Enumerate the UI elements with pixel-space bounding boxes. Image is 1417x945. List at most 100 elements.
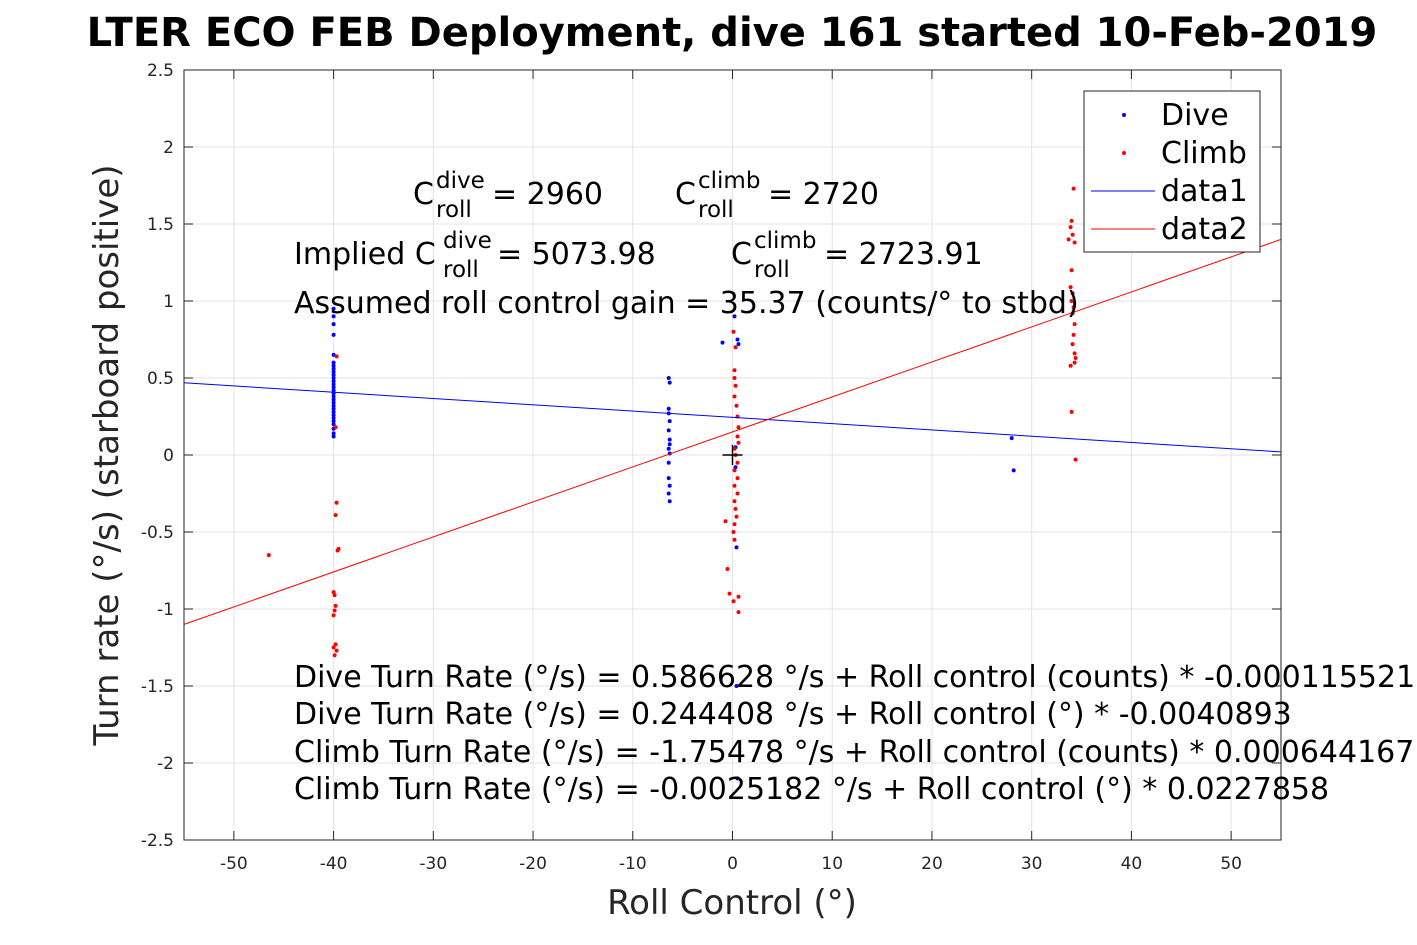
point-dive <box>331 376 336 380</box>
x-tick-label: -20 <box>519 854 547 874</box>
point-climb <box>334 354 339 359</box>
legend-dive-label: Dive <box>1161 98 1229 133</box>
point-climb <box>731 599 736 604</box>
legend: Dive Climb data1 data2 <box>1083 90 1261 253</box>
point-dive <box>331 314 336 319</box>
point-dive <box>666 476 671 481</box>
point-dive <box>734 545 739 550</box>
point-dive <box>331 397 336 402</box>
point-dive <box>331 369 336 374</box>
x-tick-label: -30 <box>419 854 447 874</box>
point-climb <box>1070 342 1075 347</box>
point-dive <box>331 394 336 399</box>
point-climb <box>1068 285 1073 290</box>
x-tick-label: 0 <box>727 854 738 874</box>
point-climb <box>331 613 336 618</box>
annotation-implied-dive: Implied C dive roll = 5073.98 <box>294 228 656 283</box>
point-dive <box>736 342 741 347</box>
annotation-implied-dive-value: = 5073.98 <box>497 237 656 272</box>
point-climb <box>1072 351 1077 356</box>
point-climb <box>733 345 738 350</box>
point-dive <box>666 460 671 465</box>
legend-box <box>1083 90 1261 253</box>
point-dive <box>331 385 336 390</box>
point-climb <box>732 446 737 451</box>
annotation-c-roll-climb: C climb roll = 2720 <box>675 168 879 223</box>
point-climb <box>1072 240 1077 245</box>
legend-data2-label: data2 <box>1161 212 1248 247</box>
point-climb <box>1068 225 1073 230</box>
annotation-implied-climb-sub: roll <box>754 257 790 283</box>
point-climb <box>332 593 337 598</box>
point-climb <box>331 645 336 650</box>
point-dive <box>1009 436 1014 441</box>
point-climb <box>335 548 340 553</box>
series-layer <box>183 186 1282 781</box>
point-dive <box>667 419 672 424</box>
y-tick-label: -0.5 <box>141 523 174 543</box>
annotation-c-roll-climb-sup: climb <box>698 168 760 194</box>
point-dive <box>331 413 336 417</box>
point-climb <box>332 653 337 658</box>
point-dive <box>331 363 336 368</box>
point-climb <box>1072 322 1077 327</box>
x-tick-label: -40 <box>320 854 348 874</box>
annotation-c-roll-dive-sup: dive <box>436 168 485 194</box>
annotation-implied-climb-sup: climb <box>754 228 816 254</box>
point-climb <box>732 376 737 380</box>
point-dive <box>331 431 336 436</box>
y-tick-label: 0.5 <box>147 369 174 389</box>
point-climb <box>732 483 737 488</box>
point-climb <box>266 553 271 558</box>
x-tick-label: 50 <box>1220 854 1242 874</box>
annotation-implied-dive-sup: dive <box>443 228 492 254</box>
point-climb <box>1071 332 1076 337</box>
legend-climb-marker <box>1122 151 1126 155</box>
annotation-implied-climb: C climb roll = 2723.91 <box>731 228 983 283</box>
point-dive <box>667 442 672 447</box>
point-climb <box>1068 363 1073 368</box>
point-climb <box>1073 457 1078 462</box>
y-tick-label: 1 <box>163 292 174 312</box>
point-dive <box>331 419 336 424</box>
y-tick-label: 2.5 <box>147 61 174 81</box>
point-dive <box>666 406 671 411</box>
point-dive <box>667 483 672 488</box>
point-climb <box>732 537 737 542</box>
point-climb <box>1069 299 1074 303</box>
point-climb <box>731 530 736 534</box>
point-dive <box>331 416 336 420</box>
annotation-fit-4: Climb Turn Rate (°/s) = -0.0025182 °/s +… <box>294 772 1329 807</box>
legend-data1-label: data1 <box>1161 174 1248 209</box>
point-dive <box>735 337 740 342</box>
point-climb <box>1070 232 1075 237</box>
point-climb <box>1069 409 1074 414</box>
chart-title: LTER ECO FEB Deployment, dive 161 starte… <box>87 10 1378 56</box>
annotation-c-roll-climb-prefix: C <box>675 177 696 212</box>
point-climb <box>732 368 737 373</box>
point-dive <box>331 400 336 405</box>
point-climb <box>1072 360 1077 365</box>
point-climb <box>733 383 738 388</box>
point-climb <box>732 522 737 527</box>
point-climb <box>1070 291 1075 296</box>
point-climb <box>735 434 740 439</box>
x-tick-label: 30 <box>1021 854 1043 874</box>
x-tick-label: 20 <box>921 854 943 874</box>
point-climb <box>732 394 737 399</box>
point-dive <box>666 376 671 380</box>
point-climb <box>1069 218 1074 223</box>
annotation-gain: Assumed roll control gain = 35.37 (count… <box>294 286 1079 321</box>
legend-climb-label: Climb <box>1161 136 1247 171</box>
point-climb <box>1071 305 1076 310</box>
annotation-implied-dive-sub: roll <box>443 257 479 283</box>
point-climb <box>727 591 732 596</box>
series-line-data1 <box>183 382 1282 453</box>
point-dive <box>331 360 336 365</box>
annotation-fit-1: Dive Turn Rate (°/s) = 0.586628 °/s + Ro… <box>294 660 1415 695</box>
point-dive <box>331 422 336 427</box>
y-tick-label: -1.5 <box>141 677 174 697</box>
point-climb <box>732 499 737 504</box>
point-dive <box>734 684 739 688</box>
